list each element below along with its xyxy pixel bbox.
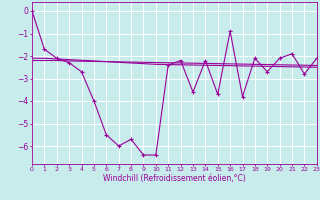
X-axis label: Windchill (Refroidissement éolien,°C): Windchill (Refroidissement éolien,°C) (103, 174, 246, 183)
